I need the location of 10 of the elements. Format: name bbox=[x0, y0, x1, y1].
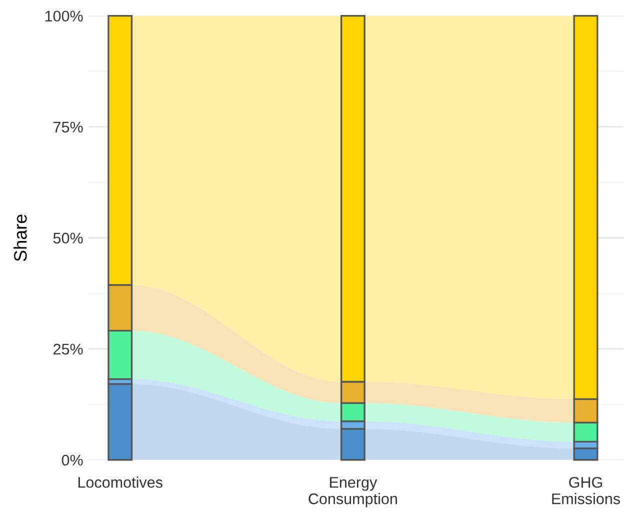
y-tick-label: 0% bbox=[62, 454, 83, 466]
y-tick-label: 25% bbox=[54, 344, 83, 355]
x-tick-label: GHG Emissions bbox=[552, 476, 620, 504]
bar bbox=[108, 383, 133, 461]
x-tick-label: Energy Consumption bbox=[308, 477, 397, 508]
y-tick-label: 50% bbox=[53, 232, 83, 244]
y-axis-title: Share bbox=[14, 214, 27, 262]
y-tick-label: 75% bbox=[54, 122, 83, 133]
y-tick-label: 100% bbox=[45, 10, 83, 22]
x-tick-label: Locomotives bbox=[78, 476, 162, 488]
